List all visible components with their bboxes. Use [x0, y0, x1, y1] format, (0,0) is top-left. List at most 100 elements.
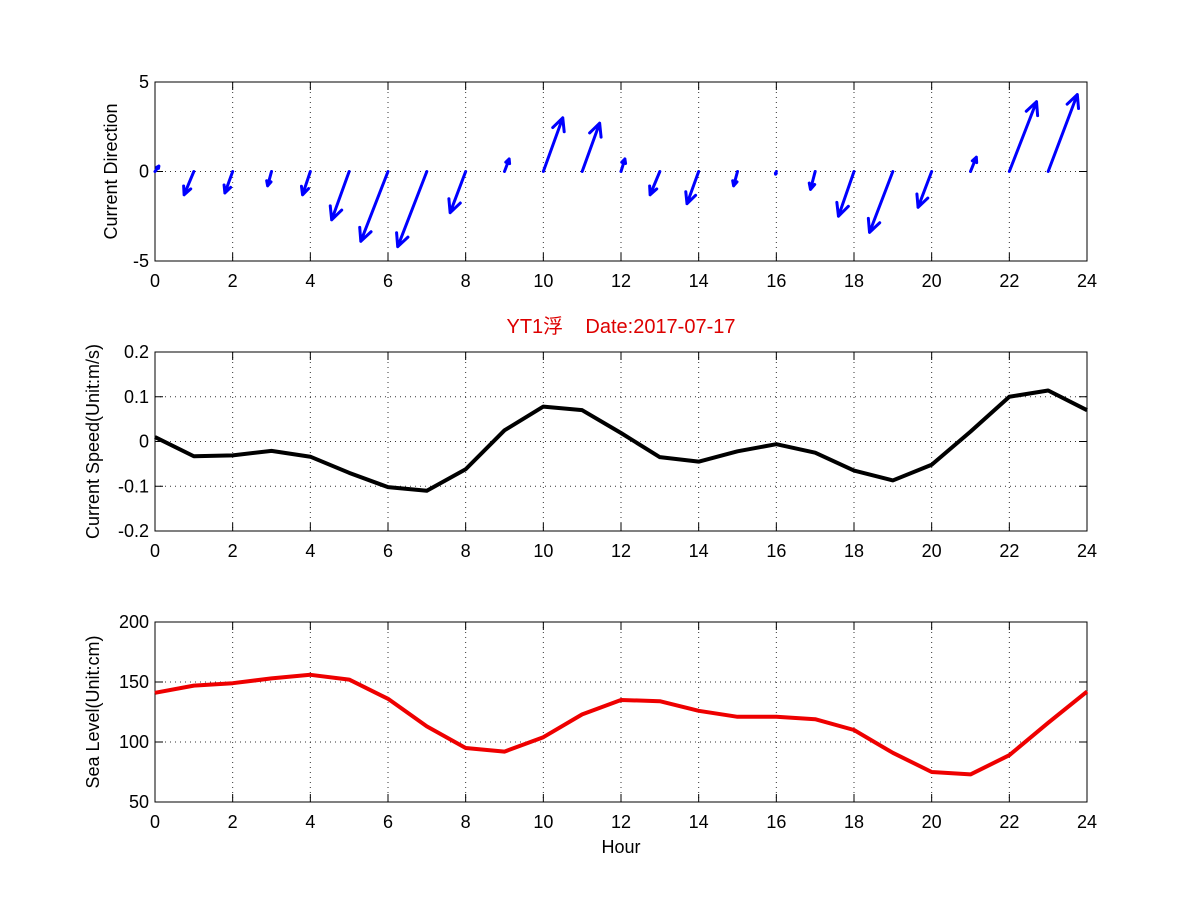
y-tick-label: 150 — [119, 672, 149, 692]
current-arrow — [915, 170, 934, 209]
x-tick-label: 16 — [766, 541, 786, 561]
x-tick-label: 4 — [305, 541, 315, 561]
data-point — [620, 432, 622, 434]
data-point — [154, 692, 156, 694]
y-tick-label: 0 — [139, 432, 149, 452]
data-point — [892, 479, 894, 481]
data-point — [814, 452, 816, 454]
current-arrow — [328, 170, 351, 222]
x-tick-label: 2 — [228, 541, 238, 561]
y-tick-label: -0.2 — [118, 521, 149, 541]
x-tick-label: 10 — [533, 541, 553, 561]
data-point — [892, 752, 894, 754]
current-arrow — [358, 170, 390, 243]
data-point — [348, 472, 350, 474]
x-tick-label: 6 — [383, 812, 393, 832]
y-axis-label-speed: Current Speed(Unit:m/s) — [83, 344, 103, 539]
x-tick-label: 2 — [228, 271, 238, 291]
data-point — [542, 406, 544, 408]
y-axis-label-direction: Current Direction — [101, 103, 121, 239]
data-point — [387, 698, 389, 700]
x-tick-label: 8 — [461, 271, 471, 291]
current-arrow — [866, 170, 895, 234]
data-point — [193, 685, 195, 687]
y-tick-label: -5 — [133, 251, 149, 271]
data-point — [309, 456, 311, 458]
data-point — [931, 771, 933, 773]
data-point — [931, 464, 933, 466]
current-arrow — [835, 170, 856, 218]
y-tick-label: 50 — [129, 792, 149, 812]
data-point — [271, 677, 272, 679]
data-point — [1047, 389, 1049, 391]
x-tick-label: 22 — [999, 812, 1019, 832]
data-point — [737, 450, 738, 452]
x-tick-label: 4 — [305, 271, 315, 291]
x-axis-label-hour: Hour — [601, 837, 640, 857]
y-tick-label: 0.2 — [124, 342, 149, 362]
y-tick-label: 5 — [139, 72, 149, 92]
y-tick-label: 200 — [119, 612, 149, 632]
data-point — [465, 468, 467, 470]
data-point — [581, 409, 583, 411]
data-point — [581, 713, 583, 715]
data-point — [853, 470, 855, 472]
x-tick-label: 24 — [1077, 541, 1097, 561]
x-tick-label: 22 — [999, 271, 1019, 291]
x-tick-label: 24 — [1077, 271, 1097, 291]
x-tick-label: 24 — [1077, 812, 1097, 832]
data-point — [426, 490, 428, 492]
y-tick-label: -0.1 — [118, 476, 149, 496]
x-tick-label: 6 — [383, 271, 393, 291]
current-arrow — [619, 157, 628, 173]
data-point — [659, 456, 661, 458]
x-tick-label: 20 — [922, 812, 942, 832]
data-point — [542, 736, 544, 738]
data-point — [387, 486, 389, 488]
current-arrow — [299, 170, 312, 197]
current-arrow — [731, 170, 739, 188]
data-point — [1008, 396, 1010, 398]
x-tick-label: 6 — [383, 541, 393, 561]
x-tick-label: 8 — [461, 541, 471, 561]
current-arrow — [222, 170, 235, 195]
current-arrow — [773, 170, 778, 176]
data-point — [1047, 722, 1049, 724]
data-point — [309, 674, 311, 676]
data-point — [1086, 691, 1088, 693]
x-tick-label: 14 — [689, 271, 709, 291]
x-tick-label: 8 — [461, 812, 471, 832]
data-point — [232, 454, 234, 456]
data-point — [504, 429, 505, 431]
data-point — [970, 431, 971, 433]
current-arrow — [153, 164, 161, 173]
data-point — [620, 699, 622, 701]
current-arrow — [447, 170, 468, 215]
data-point — [504, 751, 505, 753]
x-tick-label: 4 — [305, 812, 315, 832]
data-line — [154, 388, 1088, 493]
x-tick-label: 18 — [844, 541, 864, 561]
data-point — [154, 436, 156, 438]
data-point — [1008, 754, 1010, 756]
x-tick-label: 14 — [689, 812, 709, 832]
y-tick-label: 100 — [119, 732, 149, 752]
y-axis-label-sea-level: Sea Level(Unit:cm) — [83, 635, 103, 788]
current-arrow — [969, 155, 979, 173]
x-tick-label: 10 — [533, 812, 553, 832]
current-arrow — [807, 170, 817, 191]
data-point — [775, 443, 777, 445]
x-tick-label: 2 — [228, 812, 238, 832]
data-point — [814, 718, 816, 720]
x-tick-label: 22 — [999, 541, 1019, 561]
data-point — [465, 747, 467, 749]
y-tick-label: 0.1 — [124, 387, 149, 407]
current-arrow — [1046, 93, 1081, 173]
data-point — [232, 682, 234, 684]
data-point — [193, 455, 195, 457]
chart-title: YT1浮 Date:2017-07-17 — [506, 315, 735, 338]
x-tick-label: 16 — [766, 271, 786, 291]
data-point — [348, 679, 350, 681]
